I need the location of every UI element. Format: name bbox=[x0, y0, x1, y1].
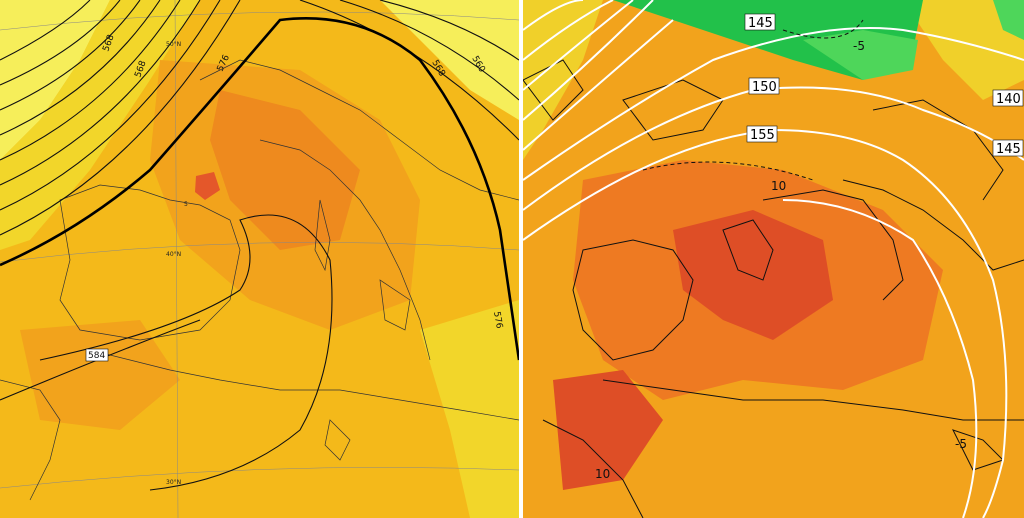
svg-text:145: 145 bbox=[748, 16, 773, 31]
right-map-panel: 145 150 155 140 145 -5 10 -5 10 bbox=[523, 0, 1024, 518]
lat-label-50n: 50°N bbox=[166, 41, 181, 48]
isoline-label-140: 140 bbox=[992, 89, 1024, 107]
lat-label-40n: 40°N bbox=[166, 251, 181, 258]
orange-zone-sw bbox=[20, 320, 180, 430]
contour-label-584: 584 bbox=[85, 348, 109, 362]
thick-576-contour bbox=[0, 17, 519, 361]
red-zone-center bbox=[673, 210, 833, 340]
graticule bbox=[0, 0, 519, 518]
svg-text:145: 145 bbox=[996, 142, 1021, 157]
yellow-zone-se bbox=[420, 300, 519, 518]
svg-text:584: 584 bbox=[88, 351, 105, 361]
contour-label-576-b: 576 bbox=[491, 311, 504, 330]
green-zone-ne bbox=[993, 0, 1024, 40]
isoline-label-150: 150 bbox=[748, 77, 780, 95]
dashed-label-10-b: 10 bbox=[595, 467, 610, 481]
small-label-5: 5 bbox=[184, 201, 188, 208]
geopotential-contours bbox=[0, 0, 519, 491]
svg-text:155: 155 bbox=[750, 128, 775, 143]
coastlines bbox=[0, 59, 519, 501]
isoline-label-155: 155 bbox=[746, 125, 778, 143]
red-zone-sw bbox=[553, 370, 663, 490]
dashed-label-10-a: 10 bbox=[771, 179, 786, 193]
svg-text:140: 140 bbox=[996, 92, 1021, 107]
yellow-zone-ne bbox=[903, 0, 1024, 100]
svg-text:576: 576 bbox=[491, 311, 504, 330]
left-map-panel: 568 568 576 568 560 584 576 50°N 40°N 30… bbox=[0, 0, 519, 518]
panel-divider bbox=[519, 0, 523, 518]
dashed-label-minus5-b: -5 bbox=[955, 437, 967, 451]
dashed-label-minus5-a: -5 bbox=[853, 39, 865, 53]
isolines bbox=[523, 0, 1024, 518]
isoline-label-145-b: 145 bbox=[992, 139, 1024, 157]
lat-label-30n: 30°N bbox=[166, 479, 181, 486]
left-geopotential-map: 568 568 576 568 560 584 576 50°N 40°N 30… bbox=[0, 0, 519, 518]
right-temperature-map: 145 150 155 140 145 -5 10 -5 10 bbox=[523, 0, 1024, 518]
temperature-dashed-contours bbox=[642, 19, 864, 181]
isoline-label-145: 145 bbox=[744, 13, 776, 31]
yellow-zone-west bbox=[0, 0, 200, 250]
svg-text:150: 150 bbox=[752, 80, 777, 95]
green-zone-light bbox=[803, 30, 918, 80]
red-spot bbox=[195, 172, 220, 200]
